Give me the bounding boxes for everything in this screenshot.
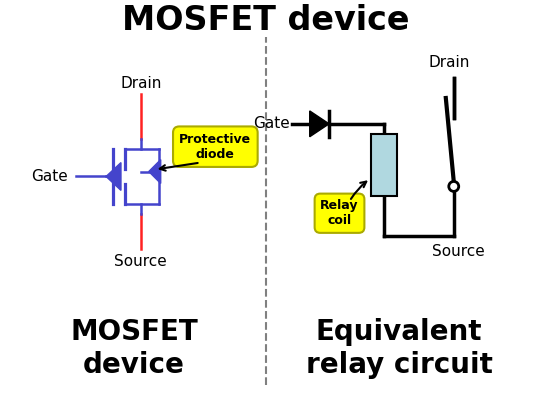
Text: MOSFET
device: MOSFET device — [70, 318, 198, 378]
Text: Equivalent
relay circuit: Equivalent relay circuit — [306, 318, 492, 378]
Text: Relay
coil: Relay coil — [320, 199, 359, 227]
Text: Drain: Drain — [120, 76, 161, 91]
Text: Source: Source — [115, 254, 167, 269]
Polygon shape — [106, 162, 121, 190]
Text: Protective
diode: Protective diode — [179, 133, 252, 161]
Text: Source: Source — [432, 244, 485, 259]
Text: Drain: Drain — [428, 55, 470, 70]
FancyBboxPatch shape — [372, 134, 397, 196]
Circle shape — [449, 182, 459, 191]
Polygon shape — [310, 111, 329, 137]
Text: Gate: Gate — [253, 116, 290, 131]
Polygon shape — [149, 160, 161, 184]
Text: Gate: Gate — [31, 169, 68, 184]
Text: MOSFET device: MOSFET device — [122, 4, 410, 37]
